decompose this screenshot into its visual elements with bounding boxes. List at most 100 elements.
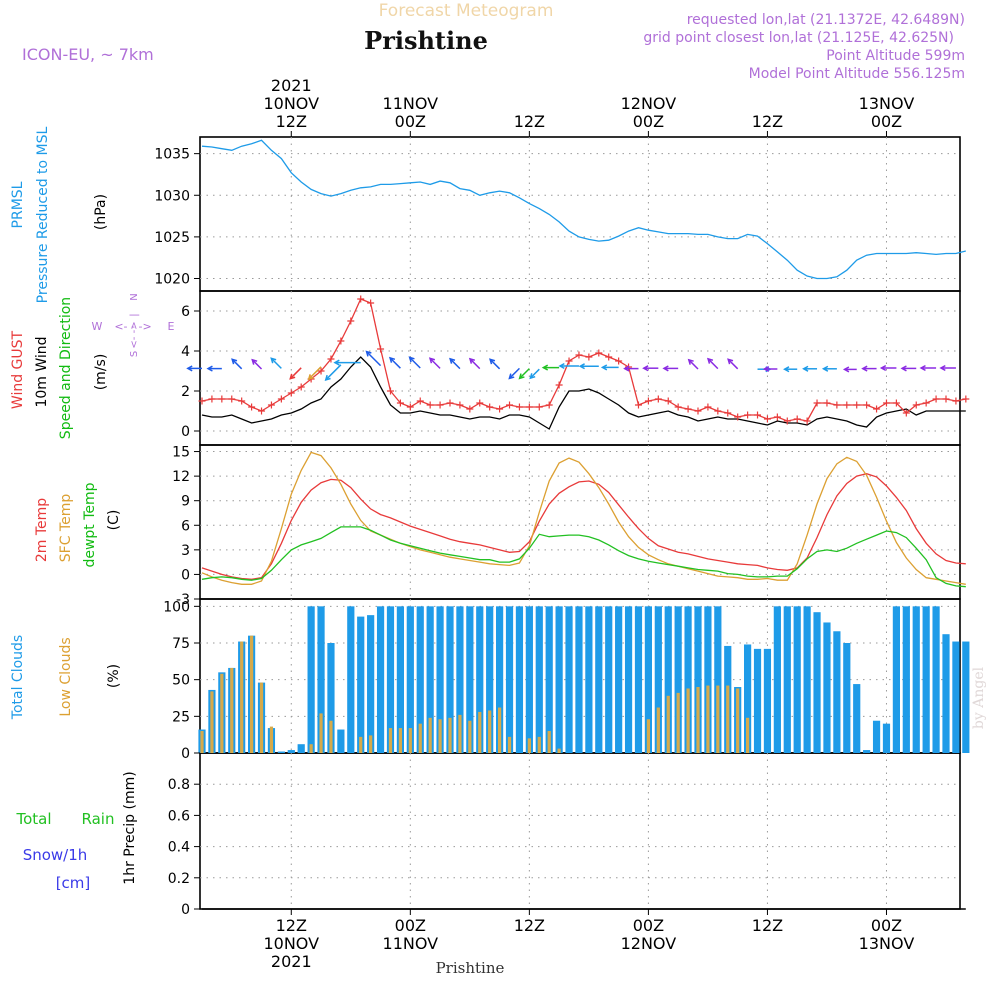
wind-arrow (706, 357, 719, 370)
total-cloud-bar (486, 606, 494, 753)
top-time-label: 11NOV (383, 94, 439, 113)
total-cloud-bar (684, 606, 692, 753)
wind-arrow (879, 364, 897, 372)
low-cloud-bar (736, 688, 740, 753)
wind-arrow (939, 364, 956, 372)
wind-arrow-head (289, 373, 296, 380)
wind-gust-marker (863, 401, 871, 409)
ytick-label-temp: 12 (172, 469, 190, 485)
low-cloud-bar (210, 691, 214, 753)
wind-arrow-head (206, 365, 213, 372)
bottom-time-label: 00Z (633, 916, 664, 935)
wind-gust-marker (605, 353, 613, 361)
wind-arrow (821, 365, 837, 372)
wind-gust-marker (912, 401, 920, 409)
ytick-label-wind: 6 (181, 304, 190, 320)
point-altitude: Point Altitude 599m (826, 48, 965, 64)
low-cloud-bar (676, 692, 680, 753)
wind-arrow (388, 356, 401, 369)
wind-gust-marker (962, 395, 970, 403)
total-cloud-bar (674, 606, 682, 753)
bottom-time-label: 12Z (752, 916, 783, 935)
wind-gust-marker (555, 381, 563, 389)
wind-arrow-head (900, 365, 907, 372)
total-cloud-bar (476, 606, 484, 753)
ytick-label-pressure: 1025 (154, 230, 190, 246)
wind-gust-marker (932, 395, 940, 403)
wind-speed-line (201, 356, 966, 430)
low-cloud-bar (269, 726, 274, 753)
wind-arrow-head (558, 362, 565, 370)
low-cloud-bar (200, 731, 204, 753)
low-cloud-bar (537, 736, 541, 753)
model-label: ICON-EU, ~ 7km (22, 45, 154, 64)
clouds-unit: (%) (106, 664, 122, 688)
wind-arrow-head (365, 350, 372, 357)
ytick-label-clouds: 75 (172, 636, 190, 652)
wind-direction-arrows (186, 350, 956, 382)
wind-gust-marker (357, 295, 365, 303)
wind-arrow (468, 357, 481, 370)
wind-arrow (861, 365, 877, 372)
wind-arrow-head (642, 365, 649, 372)
total-cloud-bar (535, 606, 543, 753)
wind-arrow (623, 365, 639, 372)
wind-gust-marker (317, 367, 325, 375)
wind-gust-marker (942, 395, 950, 403)
ytick-label-temp: 0 (181, 567, 190, 583)
wind-gust-marker (833, 401, 841, 409)
compass-n: N (129, 293, 140, 300)
wind-arrow (206, 365, 222, 372)
total-cloud-bar (793, 606, 801, 753)
series-lines (198, 139, 970, 910)
low-cloud-bar (259, 682, 264, 753)
wind-arrow-shaft (389, 357, 401, 369)
ytick-label-precip: 0.2 (168, 871, 190, 887)
wind-arrow (541, 364, 560, 371)
wind-arrow (558, 362, 579, 370)
total-cloud-bar (823, 622, 831, 753)
wind-gust-marker (535, 403, 543, 411)
wind-arrow (307, 366, 322, 381)
wind-gust-marker (892, 399, 900, 407)
total-cloud-bar (307, 606, 315, 753)
low-cloud-bar (359, 736, 363, 753)
wind-gust-marker (506, 401, 514, 409)
total-cloud-bar (585, 606, 593, 753)
total-cloud-bar (396, 606, 404, 753)
total-cloud-bar (813, 612, 821, 753)
temp-panel-frame (199, 444, 961, 600)
ytick-label-temp: 6 (181, 518, 190, 534)
bottom-time-label: 11NOV (383, 934, 439, 953)
total-cloud-bar (773, 606, 781, 753)
total-cloud-bar (694, 606, 702, 753)
low-cloud-bar (220, 673, 224, 753)
wind-gust-marker (347, 317, 355, 325)
wind-arrow-head (687, 358, 694, 365)
total-cloud-bar (436, 606, 444, 753)
watermark: by Angel (971, 666, 987, 729)
wind-gust-marker (267, 401, 275, 409)
top-time-label: 00Z (395, 112, 426, 131)
wind-gust-label: Wind GUST (10, 330, 26, 409)
precip-labels: Total Rain Snow/1h [cm] 1hr Precip (mm) (15, 771, 138, 892)
wind-arrow (662, 365, 679, 372)
pressure-panel-frame (199, 136, 961, 292)
wind-arrow-head (270, 357, 277, 364)
wind-arrow-shaft (270, 357, 282, 369)
wind-gust-marker (258, 407, 266, 415)
wind-gust-marker (615, 357, 623, 365)
low-cloud-bar (388, 728, 393, 753)
temp-dewpt-label: dewpt Temp (82, 482, 98, 567)
wind-gust-marker (734, 413, 742, 421)
total-cloud-bar (872, 720, 881, 753)
wind-arrow-head (508, 373, 515, 380)
total-cloud-bar (714, 606, 722, 753)
pressure-labels: PRMSL Pressure Reduced to MSL (hPa) (10, 126, 109, 303)
compass-ns-bar: | (129, 313, 140, 316)
temp-labels: 2m Temp SFC Temp dewpt Temp (C) (34, 482, 122, 567)
total-cloud-bar (575, 606, 583, 753)
wind-arrow-shaft (429, 357, 441, 369)
wind-arrow (762, 365, 778, 373)
